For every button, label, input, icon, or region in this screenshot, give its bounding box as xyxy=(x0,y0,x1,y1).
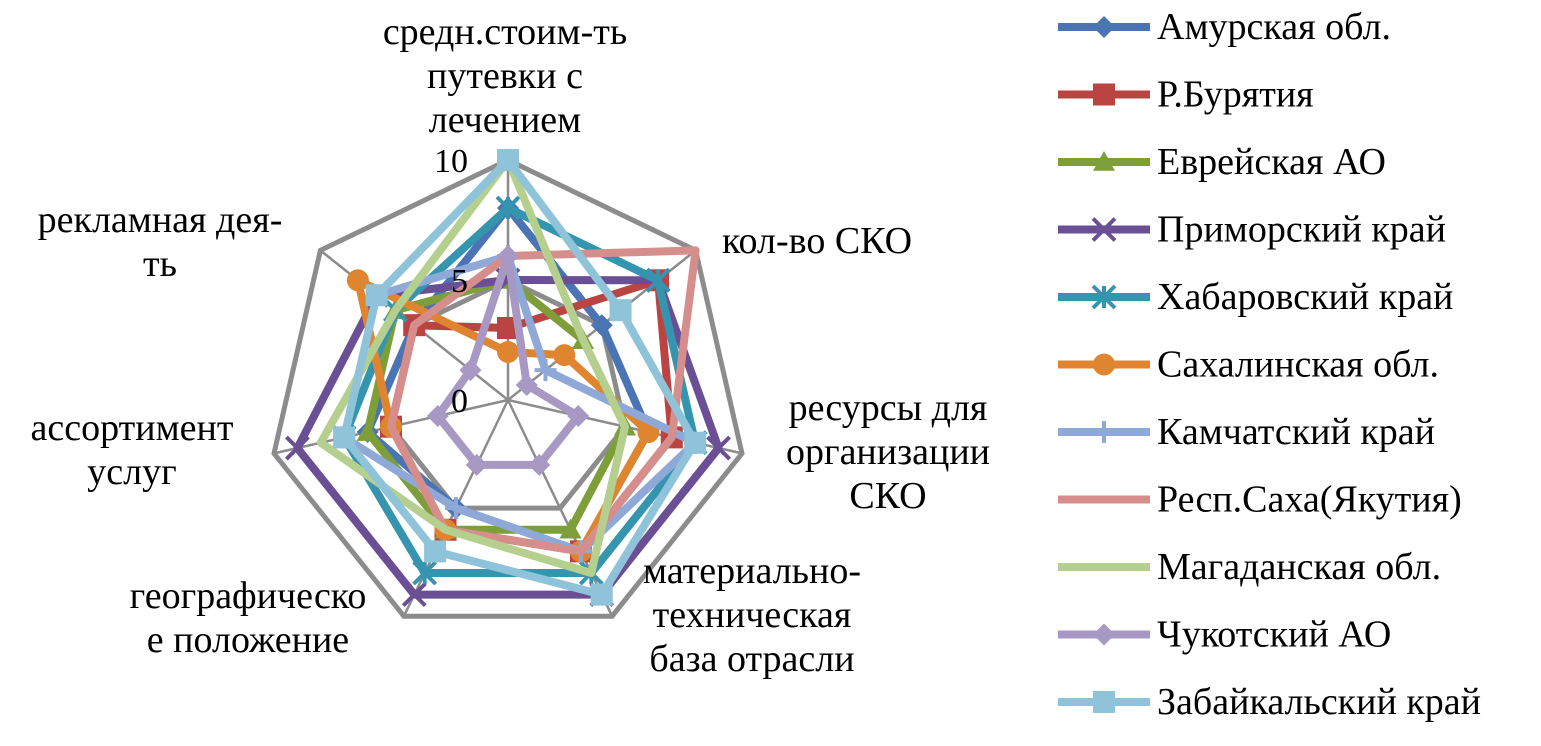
axis-label: кол-во СКО xyxy=(722,220,912,262)
data-point xyxy=(356,421,379,441)
data-point xyxy=(285,435,310,461)
data-point xyxy=(412,560,438,586)
data-point xyxy=(645,267,671,293)
data-point xyxy=(559,518,582,539)
legend-marker xyxy=(1093,83,1115,106)
legend-item: Магаданская обл. xyxy=(1058,546,1441,588)
data-point xyxy=(401,582,427,608)
series-8 xyxy=(387,246,700,556)
legend-marker xyxy=(1093,353,1115,376)
data-point xyxy=(590,583,613,606)
tick-label: 5 xyxy=(451,263,468,300)
legend-label: Сахалинская обл. xyxy=(1157,344,1439,386)
data-point xyxy=(497,149,519,171)
data-point xyxy=(465,453,488,476)
data-point xyxy=(333,426,356,449)
axis-label: материально-техническая база отрасли xyxy=(643,550,861,680)
legend-label: Магаданская обл. xyxy=(1157,546,1441,588)
legend-item: Хабаровский край xyxy=(1058,276,1453,318)
legend-marker xyxy=(1093,623,1115,646)
legend: Амурская обл. Р.Бурятия Еврейская АО Примор… xyxy=(1058,6,1481,723)
tick-labels: 0 5 10 xyxy=(434,143,468,420)
series-11 xyxy=(333,149,707,606)
data-point xyxy=(497,317,519,339)
data-point xyxy=(497,245,519,267)
legend-marker xyxy=(1093,421,1115,443)
data-point xyxy=(495,195,521,221)
legend-item: Приморский край xyxy=(1058,209,1446,251)
legend-item: Еврейская АО xyxy=(1058,141,1386,183)
legend-marker xyxy=(1093,16,1115,38)
legend-item: Сахалинская обл. xyxy=(1058,344,1439,386)
data-point xyxy=(684,431,707,454)
legend-label: Еврейская АО xyxy=(1157,141,1386,183)
series-line xyxy=(340,156,700,599)
legend-marker xyxy=(1091,284,1117,310)
axis-labels: средн.стоим-ть путевки с лечением кол-во СК… xyxy=(31,11,990,680)
legend-marker xyxy=(1091,217,1117,242)
data-point xyxy=(346,269,369,292)
legend-marker xyxy=(1093,691,1115,713)
legend-label: Чукотский АО xyxy=(1157,614,1391,656)
series-line xyxy=(433,252,583,469)
data-point xyxy=(426,405,449,428)
series-line xyxy=(316,156,629,577)
legend-item: Амурская обл. xyxy=(1058,6,1391,48)
data-point xyxy=(534,359,557,382)
data-point xyxy=(590,314,613,337)
data-point xyxy=(515,374,538,397)
grid-ring-10 xyxy=(271,157,745,619)
series-9 xyxy=(316,156,629,577)
legend-label: Забайкальский край xyxy=(1157,681,1481,723)
data-point xyxy=(706,435,731,461)
data-point xyxy=(497,341,519,363)
axis-label: ресурсы для организации СКО xyxy=(786,387,990,517)
legend-label: Респ.Саха(Якутия) xyxy=(1157,479,1462,521)
data-point xyxy=(567,405,590,428)
legend-label: Хабаровский край xyxy=(1157,276,1453,318)
data-point xyxy=(459,359,482,382)
axis-label: рекламная дея-ть xyxy=(38,199,283,285)
grid-spoke xyxy=(506,399,614,617)
tick-label: 10 xyxy=(434,143,468,180)
legend-label: Приморский край xyxy=(1157,209,1446,251)
legend-item: Чукотский АО xyxy=(1058,614,1391,656)
data-point xyxy=(528,453,551,476)
tick-label: 0 xyxy=(451,383,468,420)
axis-label: ассортимент услуг xyxy=(31,407,234,493)
legend-label: Амурская обл. xyxy=(1157,6,1391,48)
axis-label: географическо е положение xyxy=(130,575,367,661)
data-point xyxy=(553,344,576,367)
legend-label: Р.Бурятия xyxy=(1157,74,1314,116)
data-point xyxy=(424,540,447,563)
legend-item: Р.Бурятия xyxy=(1058,74,1314,116)
legend-label: Камчатский край xyxy=(1157,411,1435,453)
series-group xyxy=(285,149,731,608)
data-point xyxy=(444,497,467,520)
legend-item: Забайкальский край xyxy=(1058,681,1481,723)
data-point xyxy=(609,299,632,322)
data-point xyxy=(365,284,388,307)
legend-item: Респ.Саха(Якутия) xyxy=(1058,479,1462,521)
legend-item: Камчатский край xyxy=(1058,411,1435,453)
series-10 xyxy=(426,245,590,476)
axis-label: средн.стоим-ть путевки с лечением xyxy=(383,11,627,141)
legend-marker xyxy=(1093,151,1115,171)
series-line xyxy=(387,246,700,556)
